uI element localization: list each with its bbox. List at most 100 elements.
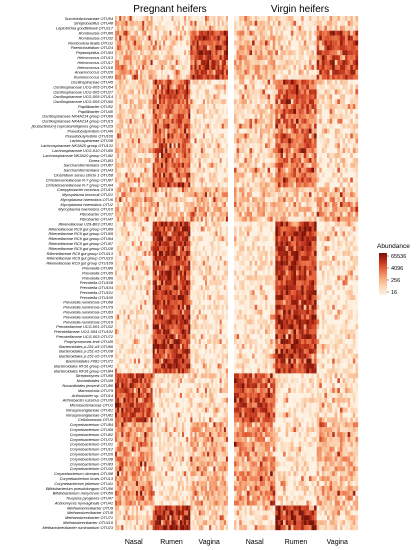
heatmap-cell xyxy=(188,113,191,119)
heatmap-cell xyxy=(165,143,168,149)
heatmap-cell xyxy=(204,495,208,501)
heatmap-cell xyxy=(169,40,172,46)
heatmap-cell xyxy=(115,412,118,418)
heatmap-cell xyxy=(115,456,118,462)
heatmap-cell xyxy=(131,138,134,144)
heatmap-cell xyxy=(119,206,122,212)
heatmap-cell xyxy=(131,133,134,139)
heatmap-cell xyxy=(163,334,166,340)
heatmap-cell xyxy=(158,265,162,271)
heatmap-cell xyxy=(117,20,120,26)
heatmap-cell xyxy=(148,148,151,154)
heatmap-cell xyxy=(138,211,141,217)
heatmap-cell xyxy=(115,388,118,394)
heatmap-cell xyxy=(184,422,187,428)
heatmap-cell xyxy=(117,436,120,443)
heatmap-cell xyxy=(133,378,137,384)
heatmap-cell xyxy=(188,16,191,22)
heatmap-cell xyxy=(146,260,149,266)
heatmap-cell xyxy=(115,510,118,516)
heatmap-cell xyxy=(117,309,120,315)
row-label: Oscillospiraceae UCG-005 OTU27 xyxy=(53,89,114,94)
heatmap-cell xyxy=(173,99,176,105)
heatmap-cell xyxy=(144,255,147,261)
heatmap-cell xyxy=(202,422,206,428)
heatmap-cell xyxy=(209,515,212,521)
heatmap-cell xyxy=(131,246,134,252)
heatmap-cell xyxy=(127,89,130,95)
heatmap-cell xyxy=(125,84,128,90)
row-label: Intrasporangiaceae OTU81 xyxy=(66,412,113,417)
heatmap-cell xyxy=(202,187,206,193)
heatmap-cell xyxy=(121,236,124,242)
heatmap-cell xyxy=(167,265,170,271)
heatmap-cell xyxy=(144,476,147,482)
heatmap-cell xyxy=(142,334,145,340)
heatmap-cell xyxy=(188,241,191,247)
heatmap-cell xyxy=(204,481,208,487)
heatmap-cell xyxy=(192,451,195,457)
heatmap-cell xyxy=(117,128,120,134)
heatmap-cell xyxy=(146,25,149,31)
heatmap-cell xyxy=(117,30,120,36)
heatmap-cell xyxy=(190,182,193,188)
heatmap-cell xyxy=(167,123,170,129)
heatmap-cell xyxy=(140,236,143,242)
heatmap-cell xyxy=(173,392,176,398)
heatmap-cell xyxy=(179,285,183,291)
heatmap-cell xyxy=(140,260,143,266)
heatmap-cell xyxy=(165,343,168,350)
heatmap-cell xyxy=(211,246,214,252)
heatmap-cell xyxy=(169,339,172,345)
row-label: Dorea OTU83 xyxy=(89,158,114,163)
heatmap-cell xyxy=(188,236,191,242)
heatmap-cell xyxy=(127,265,130,271)
heatmap-cell xyxy=(154,50,157,56)
heatmap-cell xyxy=(127,304,130,310)
heatmap-cell xyxy=(192,505,195,511)
heatmap-cell xyxy=(175,265,178,271)
heatmap-cell xyxy=(129,148,132,154)
heatmap-cell xyxy=(207,334,210,340)
heatmap-cell xyxy=(154,25,157,31)
heatmap-cell xyxy=(131,89,134,95)
heatmap-cell xyxy=(131,441,134,447)
heatmap-cell xyxy=(171,432,174,438)
heatmap-cell xyxy=(148,211,151,217)
heatmap-cell xyxy=(125,172,128,178)
heatmap-cell xyxy=(192,358,195,364)
heatmap-cell xyxy=(184,427,187,433)
heatmap-cell xyxy=(142,481,145,487)
heatmap-cell xyxy=(209,104,212,110)
heatmap-cell xyxy=(204,412,208,418)
heatmap-cell xyxy=(207,432,210,438)
heatmap-cell xyxy=(171,270,174,276)
heatmap-cell xyxy=(119,153,122,159)
heatmap-cell xyxy=(204,402,208,408)
heatmap-cell xyxy=(196,378,199,384)
heatmap-cell xyxy=(202,456,206,462)
heatmap-cell xyxy=(150,211,153,217)
heatmap-cell xyxy=(131,451,134,457)
heatmap-cell xyxy=(138,295,141,301)
heatmap-cell xyxy=(184,50,187,56)
heatmap-cell xyxy=(179,250,183,257)
heatmap-cell xyxy=(192,192,195,198)
heatmap-cell xyxy=(148,280,151,286)
heatmap-cell xyxy=(169,353,172,359)
heatmap-cell xyxy=(158,123,162,129)
heatmap-cell xyxy=(161,250,164,257)
heatmap-cell xyxy=(123,461,126,467)
heatmap-cell xyxy=(196,255,199,261)
heatmap-cell xyxy=(173,368,176,374)
heatmap-cell xyxy=(175,104,178,110)
heatmap-cell xyxy=(173,373,176,379)
heatmap-cell xyxy=(186,373,189,379)
heatmap-cell xyxy=(207,231,210,237)
heatmap-cell xyxy=(196,182,199,188)
heatmap-cell xyxy=(190,280,193,286)
heatmap-cell xyxy=(167,309,170,315)
heatmap-cell xyxy=(133,373,137,379)
heatmap-cell xyxy=(163,260,166,266)
heatmap-cell xyxy=(138,485,141,491)
